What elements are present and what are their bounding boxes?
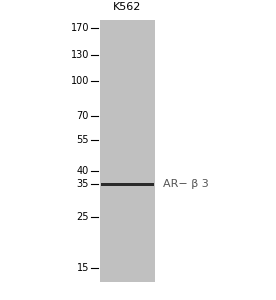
Bar — [100, 20, 155, 282]
Text: 25: 25 — [76, 212, 89, 223]
Text: 35: 35 — [77, 179, 89, 189]
Text: 15: 15 — [77, 263, 89, 273]
Text: 130: 130 — [71, 50, 89, 60]
Text: K562: K562 — [113, 2, 142, 12]
Text: 40: 40 — [77, 166, 89, 176]
Text: 55: 55 — [76, 135, 89, 145]
Text: 100: 100 — [71, 76, 89, 86]
Text: AR− β 3: AR− β 3 — [163, 179, 209, 189]
Text: 70: 70 — [77, 111, 89, 121]
Text: 170: 170 — [70, 23, 89, 33]
Bar — [101, 182, 154, 186]
